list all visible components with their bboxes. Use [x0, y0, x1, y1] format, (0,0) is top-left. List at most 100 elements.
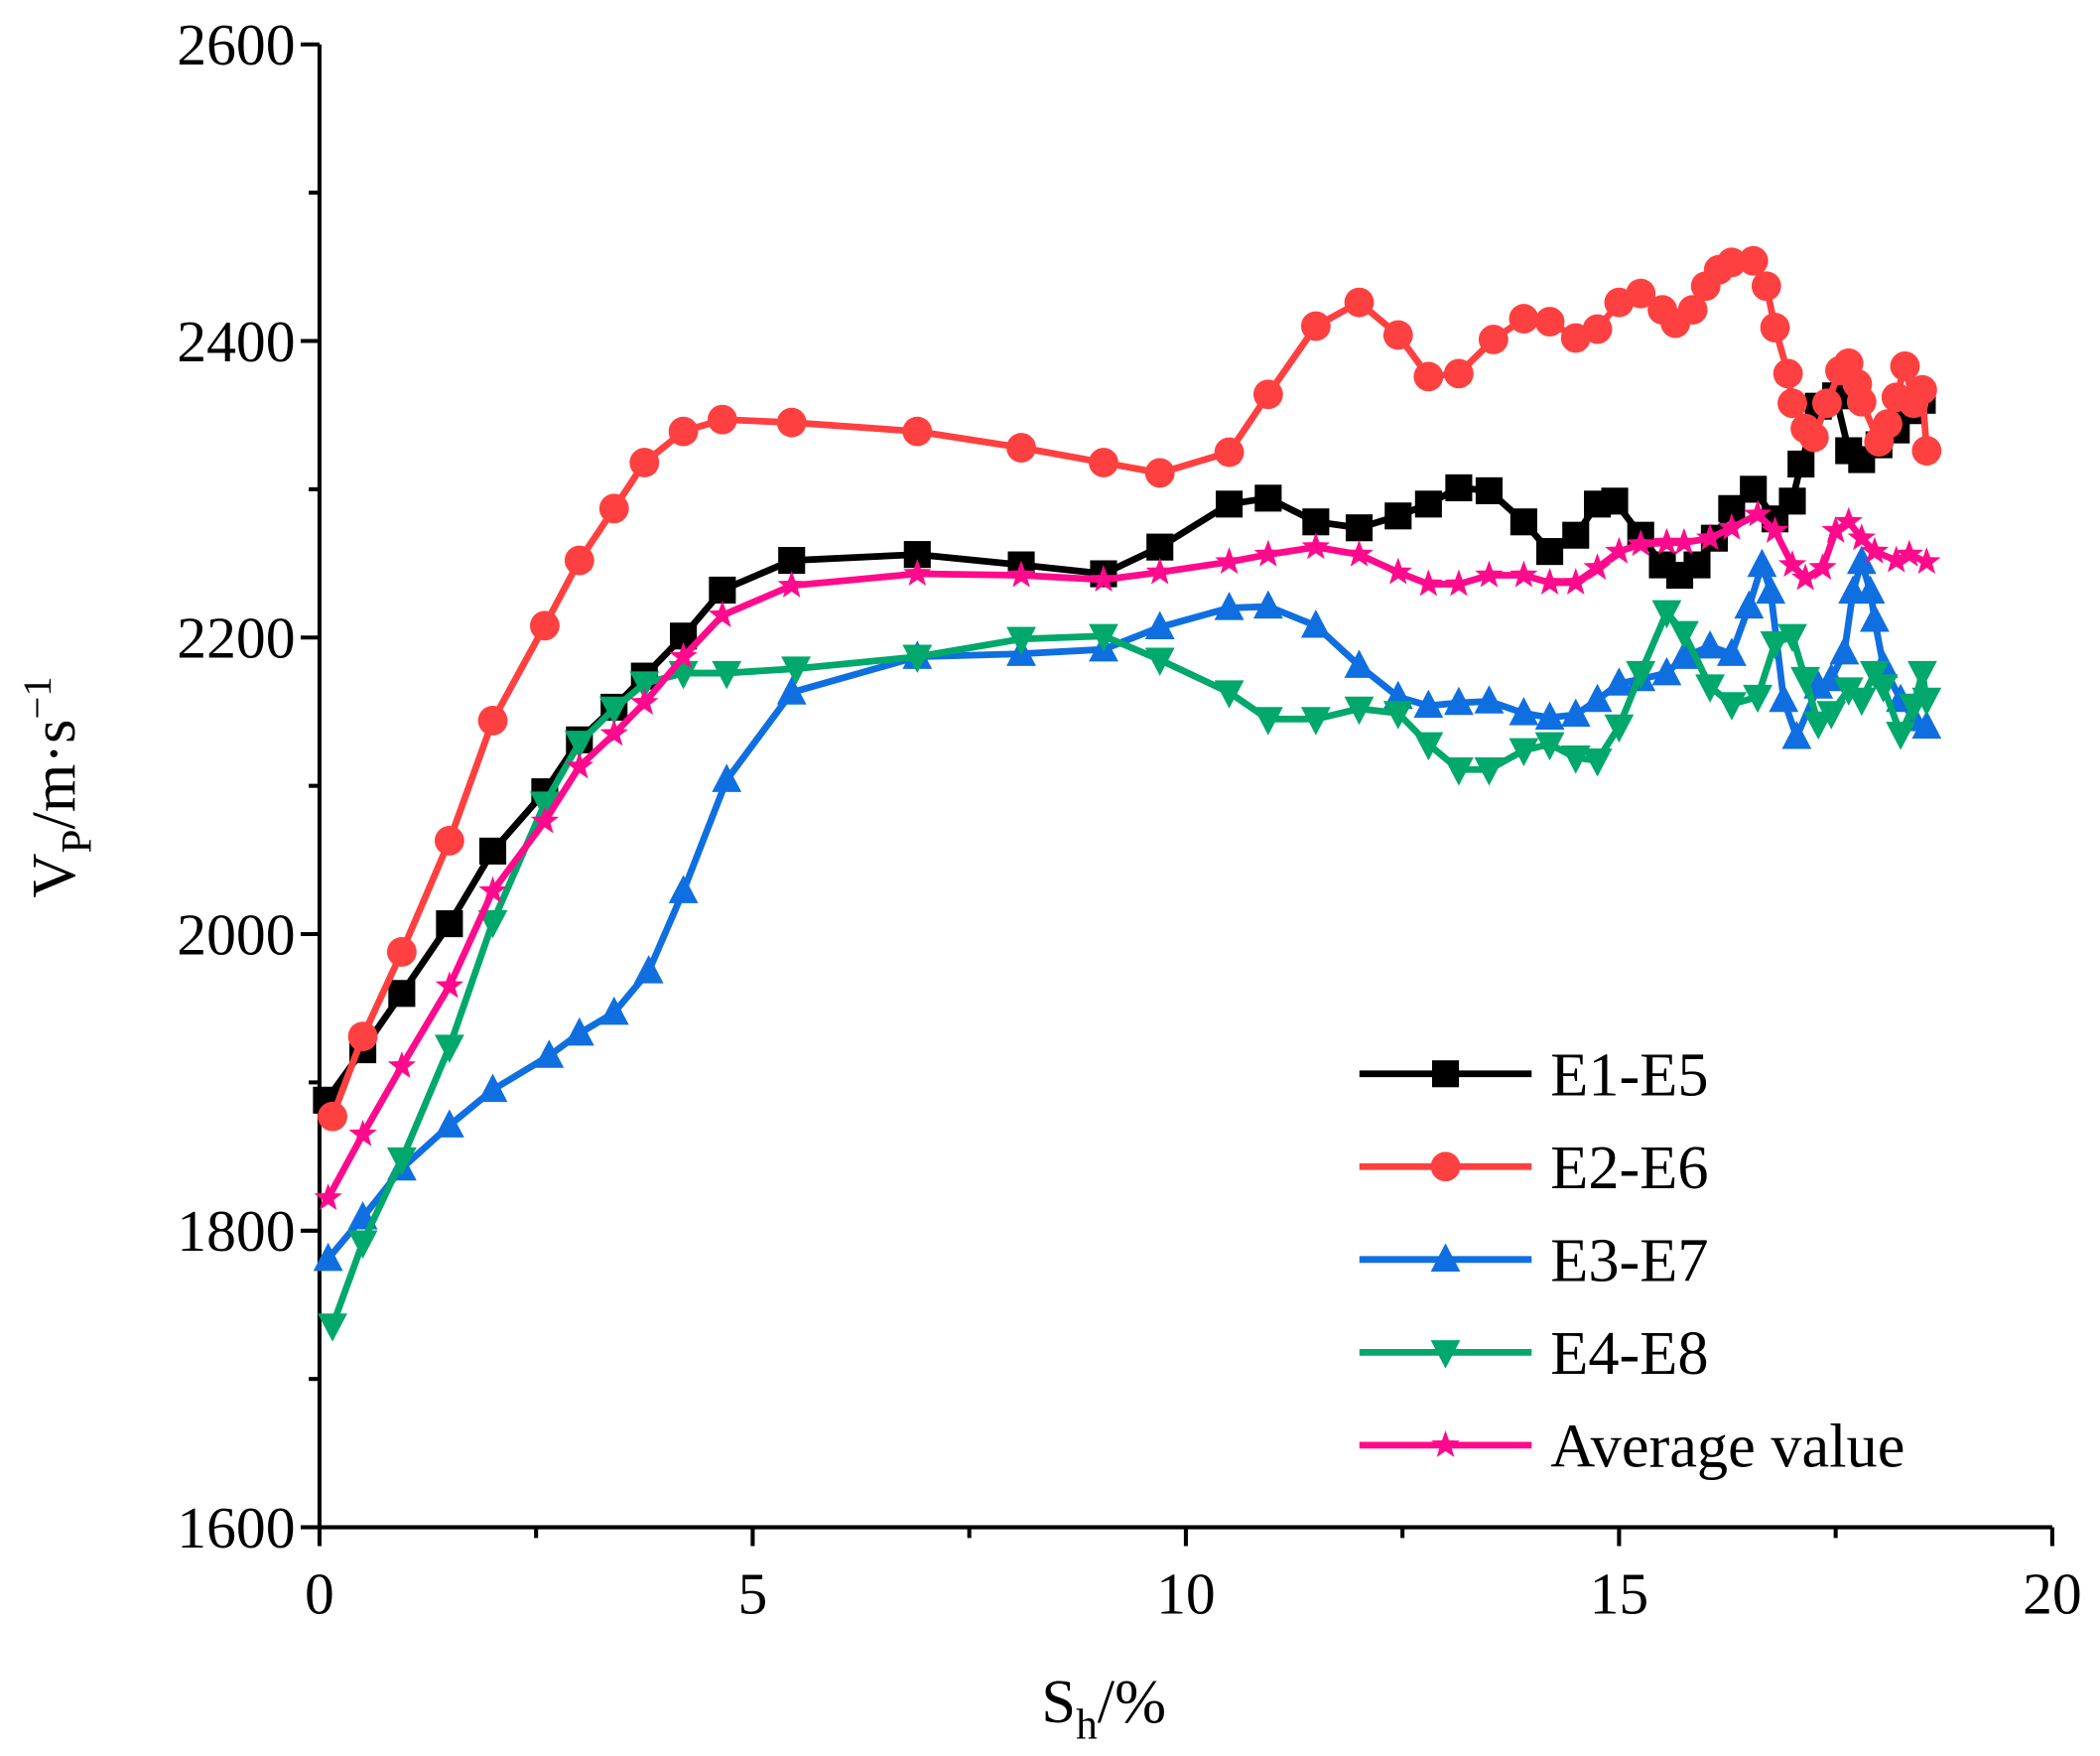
- data-point-average-value: [1834, 506, 1863, 534]
- legend-marker: [1430, 1243, 1461, 1272]
- data-point-e3-e7: [1716, 637, 1747, 666]
- data-point-e1-e5: [1536, 538, 1564, 566]
- series-line-average-value: [325, 510, 1928, 1200]
- data-point-e2-e6: [902, 416, 933, 447]
- data-point-e1-e5: [1345, 514, 1374, 542]
- data-point-e3-e7: [1651, 656, 1682, 686]
- data-point-e2-e6: [347, 1021, 378, 1052]
- data-point-e2-e6: [564, 545, 594, 576]
- legend-item: E1-E5: [1359, 1040, 1709, 1109]
- data-point-e4-e8: [1344, 696, 1375, 726]
- data-point-e2-e6: [1677, 295, 1708, 326]
- series-average-value: [314, 499, 1941, 1211]
- data-point-e4-e8: [712, 660, 742, 690]
- data-point-average-value: [1743, 499, 1772, 527]
- y-tick-label: 2200: [177, 606, 295, 671]
- data-point-e4-e8: [434, 1034, 464, 1063]
- data-point-average-value: [1301, 532, 1331, 560]
- data-point-average-value: [669, 641, 698, 669]
- legend-label: E4-E8: [1550, 1319, 1708, 1388]
- data-point-e1-e5: [1146, 533, 1174, 561]
- data-point-e2-e6: [1443, 358, 1474, 389]
- data-point-e3-e7: [564, 1016, 594, 1046]
- data-point-e2-e6: [1890, 350, 1920, 381]
- x-axis-label: Sh/%: [1041, 1668, 1166, 1748]
- data-point-e4-e8: [1743, 684, 1772, 714]
- data-point-e2-e6: [598, 493, 629, 524]
- data-point-e4-e8: [1626, 660, 1656, 690]
- data-point-e3-e7: [776, 676, 807, 705]
- data-point-average-value: [1006, 560, 1036, 588]
- data-point-average-value: [1912, 547, 1941, 575]
- data-point-average-value: [630, 688, 659, 716]
- data-point-e1-e5: [1787, 450, 1815, 478]
- data-point-e3-e7: [668, 875, 699, 903]
- data-point-e1-e5: [778, 547, 806, 575]
- data-point-average-value: [1345, 539, 1374, 567]
- data-point-e4-e8: [318, 1313, 347, 1342]
- data-point-e2-e6: [1873, 409, 1903, 440]
- data-point-average-value: [1761, 515, 1789, 543]
- y-tick-label: 2000: [177, 901, 295, 967]
- series-line-e1-e5: [324, 392, 1925, 1103]
- data-point-e4-e8: [1911, 687, 1942, 717]
- data-point-average-value: [1535, 568, 1564, 596]
- data-point-e3-e7: [1413, 689, 1444, 719]
- series-e4-e8: [318, 600, 1942, 1342]
- data-point-e2-e6: [629, 448, 660, 477]
- data-point-e2-e6: [1534, 307, 1565, 337]
- data-point-average-value: [565, 751, 594, 779]
- data-point-e2-e6: [1252, 379, 1283, 410]
- data-point-e2-e6: [1812, 388, 1842, 419]
- data-point-e4-e8: [477, 909, 508, 939]
- data-point-e4-e8: [1144, 647, 1175, 676]
- data-point-average-value: [1089, 565, 1118, 593]
- x-tick-label: 10: [1156, 1560, 1216, 1626]
- data-point-e4-e8: [1443, 757, 1474, 786]
- data-point-e3-e7: [1144, 610, 1175, 640]
- data-point-e1-e5: [1254, 484, 1282, 512]
- data-point-e1-e5: [478, 837, 507, 865]
- data-point-average-value: [1561, 568, 1590, 596]
- data-point-e1-e5: [1445, 473, 1473, 501]
- series-line-e4-e8: [328, 608, 1930, 1327]
- data-point-e3-e7: [1604, 667, 1635, 696]
- data-point-e4-e8: [1907, 660, 1937, 690]
- legend-label: E2-E6: [1550, 1134, 1708, 1202]
- data-point-e2-e6: [1144, 458, 1175, 488]
- data-point-e3-e7: [1829, 635, 1860, 665]
- y-tick-label: 2600: [177, 12, 295, 77]
- data-point-e2-e6: [707, 404, 737, 435]
- data-point-e4-e8: [1252, 707, 1283, 736]
- data-point-e3-e7: [1756, 575, 1786, 605]
- legend: E1-E5 E2-E6 E3-E7 E4-E8 Average value: [1359, 1040, 1904, 1481]
- data-point-e3-e7: [1474, 685, 1505, 714]
- legend-item: E4-E8: [1359, 1319, 1709, 1388]
- data-point-e2-e6: [1846, 386, 1877, 417]
- series-e3-e7: [313, 545, 1942, 1272]
- data-point-e2-e6: [776, 407, 807, 438]
- y-tick-label: 1800: [177, 1198, 295, 1264]
- data-point-e3-e7: [712, 763, 742, 792]
- data-point-e1-e5: [1384, 502, 1412, 530]
- data-point-average-value: [1253, 539, 1282, 567]
- data-point-e4-e8: [386, 1147, 417, 1176]
- data-point-e2-e6: [386, 937, 417, 967]
- data-point-average-value: [1509, 560, 1538, 588]
- legend-item: E3-E7: [1359, 1226, 1709, 1294]
- data-point-e4-e8: [1886, 722, 1916, 750]
- data-point-e3-e7: [1582, 683, 1613, 713]
- data-point-e3-e7: [1855, 575, 1886, 605]
- data-point-average-value: [1605, 536, 1634, 564]
- data-point-average-value: [478, 876, 507, 903]
- data-point-average-value: [1669, 527, 1699, 555]
- axes: 0 5 10 15 20 1600 1800 2000 2200 2400 2600: [177, 12, 2081, 1626]
- data-point-average-value: [1821, 515, 1850, 543]
- data-point-e3-e7: [1300, 609, 1331, 638]
- data-point-e4-e8: [1300, 707, 1331, 736]
- data-point-e2-e6: [1751, 271, 1781, 302]
- data-point-e4-e8: [1534, 732, 1565, 761]
- data-point-e4-e8: [1474, 757, 1505, 786]
- data-point-e4-e8: [1089, 623, 1118, 653]
